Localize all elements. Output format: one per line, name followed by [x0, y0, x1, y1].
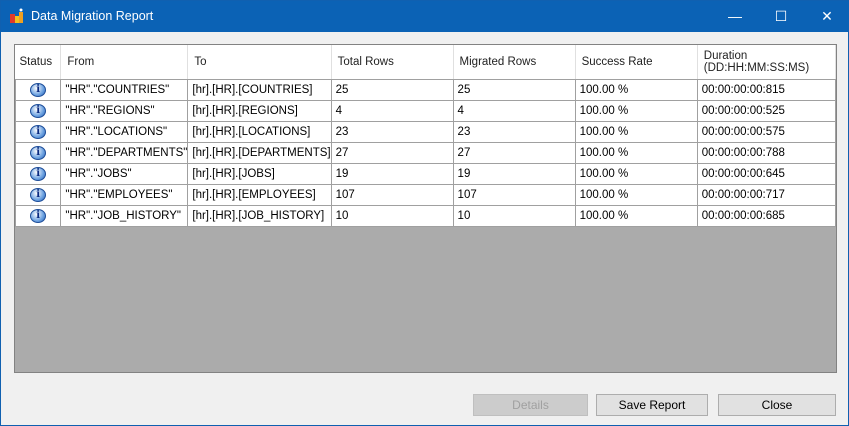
table-row[interactable]: i "HR"."JOBS" [hr].[HR].[JOBS] 19 19 100.00 %… [14, 162, 837, 185]
total-cell: 4 [330, 99, 454, 122]
rate-cell: 100.00 % [574, 141, 698, 164]
from-cell: "HR"."LOCATIONS" [60, 120, 189, 143]
table-row[interactable]: i "HR"."JOB_HISTORY" [hr].[HR].[JOB_HISTOR… [14, 204, 837, 227]
status-cell: i [14, 183, 62, 206]
status-cell: i [14, 120, 62, 143]
info-icon: i [30, 82, 47, 97]
info-icon: i [30, 208, 47, 223]
duration-cell: 00:00:00:00:788 [696, 141, 837, 164]
table-row[interactable]: i "HR"."LOCATIONS" [hr].[HR].[LOCATIONS] 23… [14, 120, 837, 143]
rate-cell: 100.00 % [574, 204, 698, 227]
info-icon: i [30, 124, 47, 139]
table-row[interactable]: i "HR"."DEPARTMENTS" [hr].[HR].[DEPARTMENT… [14, 141, 837, 164]
from-cell: "HR"."EMPLOYEES" [60, 183, 189, 206]
migrated-cell: 19 [452, 162, 576, 185]
from-cell: "HR"."REGIONS" [60, 99, 189, 122]
from-cell: "HR"."JOB_HISTORY" [60, 204, 189, 227]
column-header[interactable]: Migrated Rows [453, 45, 576, 80]
column-header[interactable]: Duration (DD:HH:MM:SS:MS) [697, 45, 837, 80]
close-button[interactable]: Close [718, 394, 836, 416]
total-cell: 25 [330, 78, 454, 101]
table-row[interactable]: i "HR"."COUNTRIES" [hr].[HR].[COUNTRIES] 25… [14, 78, 837, 101]
to-cell: [hr].[HR].[JOB_HISTORY] [187, 204, 332, 227]
report-table: Status From To Total Rows Migrated Rows Succe… [14, 45, 837, 227]
info-icon: i [30, 166, 47, 181]
migrated-cell: 27 [452, 141, 576, 164]
info-icon: i [30, 145, 47, 160]
column-header[interactable]: From [60, 45, 189, 80]
app-icon [10, 8, 23, 23]
to-cell: [hr].[HR].[EMPLOYEES] [187, 183, 332, 206]
total-cell: 23 [330, 120, 454, 143]
to-cell: [hr].[HR].[DEPARTMENTS] [187, 141, 332, 164]
to-cell: [hr].[HR].[JOBS] [187, 162, 332, 185]
duration-cell: 00:00:00:00:685 [696, 204, 837, 227]
duration-cell: 00:00:00:00:717 [696, 183, 837, 206]
rate-cell: 100.00 % [574, 183, 698, 206]
table-row[interactable]: i "HR"."REGIONS" [hr].[HR].[REGIONS] 4 4 100.… [14, 99, 837, 122]
table-row[interactable]: i "HR"."EMPLOYEES" [hr].[HR].[EMPLOYEES] 10… [14, 183, 837, 206]
column-header[interactable]: To [187, 45, 332, 80]
status-cell: i [14, 162, 62, 185]
info-icon: i [30, 103, 47, 118]
status-cell: i [14, 99, 62, 122]
rate-cell: 100.00 % [574, 162, 698, 185]
total-cell: 19 [330, 162, 454, 185]
column-header[interactable]: Success Rate [575, 45, 698, 80]
window-title: Data Migration Report [31, 9, 154, 23]
total-cell: 10 [330, 204, 454, 227]
rate-cell: 100.00 % [574, 78, 698, 101]
from-cell: "HR"."JOBS" [60, 162, 189, 185]
duration-cell: 00:00:00:00:815 [696, 78, 837, 101]
maximize-button[interactable]: ☐ [774, 8, 788, 24]
migrated-cell: 10 [452, 204, 576, 227]
total-cell: 107 [330, 183, 454, 206]
status-cell: i [14, 204, 62, 227]
report-grid[interactable]: Status From To Total Rows Migrated Rows Succe… [14, 44, 837, 373]
migrated-cell: 107 [452, 183, 576, 206]
status-cell: i [14, 78, 62, 101]
column-header[interactable]: Total Rows [331, 45, 454, 80]
from-cell: "HR"."DEPARTMENTS" [60, 141, 189, 164]
to-cell: [hr].[HR].[REGIONS] [187, 99, 332, 122]
migrated-cell: 4 [452, 99, 576, 122]
migrated-cell: 25 [452, 78, 576, 101]
rate-cell: 100.00 % [574, 99, 698, 122]
info-icon: i [30, 187, 47, 202]
from-cell: "HR"."COUNTRIES" [60, 78, 189, 101]
status-cell: i [14, 141, 62, 164]
title-bar: Data Migration Report — ☐ ✕ [1, 1, 849, 32]
column-header[interactable]: Status [15, 45, 62, 80]
migrated-cell: 23 [452, 120, 576, 143]
total-cell: 27 [330, 141, 454, 164]
details-button[interactable]: Details [473, 394, 588, 416]
close-window-button[interactable]: ✕ [821, 8, 833, 24]
to-cell: [hr].[HR].[LOCATIONS] [187, 120, 332, 143]
save-report-button[interactable]: Save Report [596, 394, 708, 416]
duration-cell: 00:00:00:00:525 [696, 99, 837, 122]
rate-cell: 100.00 % [574, 120, 698, 143]
duration-cell: 00:00:00:00:645 [696, 162, 837, 185]
duration-cell: 00:00:00:00:575 [696, 120, 837, 143]
to-cell: [hr].[HR].[COUNTRIES] [187, 78, 332, 101]
minimize-button[interactable]: — [728, 8, 742, 24]
